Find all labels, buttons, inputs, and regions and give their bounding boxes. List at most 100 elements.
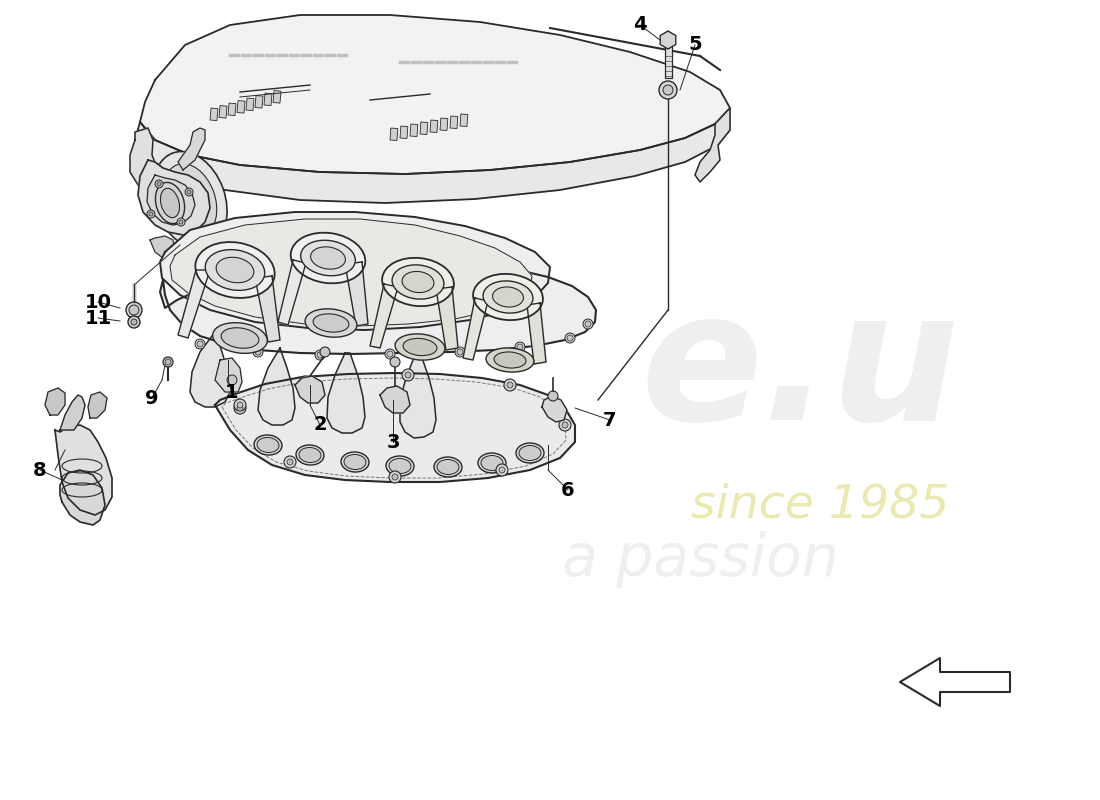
- Ellipse shape: [403, 338, 437, 355]
- Circle shape: [147, 210, 155, 218]
- Polygon shape: [147, 175, 195, 225]
- Ellipse shape: [437, 459, 459, 474]
- Text: 3: 3: [386, 433, 399, 451]
- Circle shape: [390, 357, 400, 367]
- Circle shape: [405, 372, 411, 378]
- Ellipse shape: [300, 240, 355, 276]
- Ellipse shape: [344, 454, 366, 470]
- Text: 6: 6: [561, 481, 575, 499]
- Circle shape: [583, 319, 593, 329]
- Ellipse shape: [519, 446, 541, 461]
- Polygon shape: [55, 425, 112, 515]
- Text: e.u: e.u: [640, 282, 959, 458]
- Text: 7: 7: [603, 410, 617, 430]
- Text: 2: 2: [314, 415, 327, 434]
- Ellipse shape: [196, 242, 275, 298]
- Polygon shape: [295, 376, 324, 403]
- Circle shape: [565, 333, 575, 343]
- Polygon shape: [370, 284, 398, 348]
- Circle shape: [155, 180, 163, 188]
- Circle shape: [455, 347, 465, 357]
- Circle shape: [234, 402, 246, 414]
- Text: 11: 11: [85, 309, 111, 327]
- Circle shape: [517, 344, 522, 350]
- Polygon shape: [135, 108, 730, 203]
- Text: 8: 8: [33, 461, 47, 479]
- Circle shape: [389, 471, 402, 483]
- Circle shape: [559, 419, 571, 431]
- Circle shape: [287, 459, 293, 465]
- Circle shape: [402, 369, 414, 381]
- Ellipse shape: [254, 435, 282, 455]
- Ellipse shape: [341, 452, 368, 472]
- Ellipse shape: [257, 438, 279, 453]
- Polygon shape: [695, 108, 730, 182]
- Circle shape: [504, 379, 516, 391]
- Ellipse shape: [494, 352, 526, 368]
- Ellipse shape: [478, 453, 506, 473]
- Polygon shape: [527, 303, 546, 364]
- Circle shape: [253, 347, 263, 357]
- Circle shape: [255, 349, 261, 355]
- Polygon shape: [255, 276, 280, 342]
- Ellipse shape: [212, 322, 267, 354]
- Circle shape: [663, 85, 673, 95]
- Bar: [664, 40, 671, 78]
- Ellipse shape: [299, 447, 321, 462]
- Ellipse shape: [310, 247, 345, 269]
- Circle shape: [236, 402, 243, 408]
- Polygon shape: [60, 470, 104, 525]
- Polygon shape: [45, 388, 65, 415]
- Circle shape: [129, 305, 139, 315]
- Polygon shape: [170, 219, 532, 326]
- Circle shape: [131, 319, 138, 325]
- Circle shape: [187, 190, 191, 194]
- Circle shape: [165, 359, 170, 365]
- Polygon shape: [88, 392, 107, 418]
- Circle shape: [163, 357, 173, 367]
- Ellipse shape: [296, 445, 324, 465]
- Ellipse shape: [486, 348, 534, 372]
- Ellipse shape: [434, 457, 462, 477]
- Polygon shape: [345, 262, 368, 326]
- Ellipse shape: [483, 281, 532, 313]
- Circle shape: [659, 81, 676, 99]
- Circle shape: [128, 316, 140, 328]
- Ellipse shape: [392, 265, 444, 299]
- Ellipse shape: [382, 258, 454, 306]
- Circle shape: [302, 379, 308, 385]
- Circle shape: [499, 467, 505, 473]
- Polygon shape: [542, 396, 566, 422]
- Bar: [410, 124, 418, 137]
- Text: 5: 5: [689, 35, 702, 54]
- Bar: [390, 128, 398, 141]
- Polygon shape: [258, 348, 295, 425]
- Ellipse shape: [217, 258, 254, 282]
- Polygon shape: [160, 212, 550, 330]
- Bar: [430, 120, 438, 133]
- Bar: [246, 98, 254, 110]
- Ellipse shape: [290, 233, 365, 283]
- Circle shape: [385, 349, 395, 359]
- Circle shape: [548, 391, 558, 401]
- Text: 10: 10: [85, 293, 111, 311]
- Circle shape: [234, 399, 246, 411]
- Circle shape: [197, 341, 204, 347]
- Polygon shape: [130, 128, 200, 218]
- Ellipse shape: [161, 188, 179, 218]
- Circle shape: [562, 422, 568, 428]
- Ellipse shape: [386, 456, 414, 476]
- Polygon shape: [463, 298, 488, 360]
- Circle shape: [185, 188, 194, 196]
- Bar: [420, 122, 428, 134]
- Text: since 1985: since 1985: [691, 482, 949, 527]
- Ellipse shape: [155, 182, 185, 224]
- Circle shape: [315, 350, 324, 360]
- Bar: [264, 93, 272, 106]
- Circle shape: [177, 218, 185, 226]
- Circle shape: [284, 456, 296, 468]
- Ellipse shape: [153, 151, 227, 249]
- Text: a passion: a passion: [562, 531, 838, 589]
- Circle shape: [157, 182, 161, 186]
- Circle shape: [387, 351, 393, 357]
